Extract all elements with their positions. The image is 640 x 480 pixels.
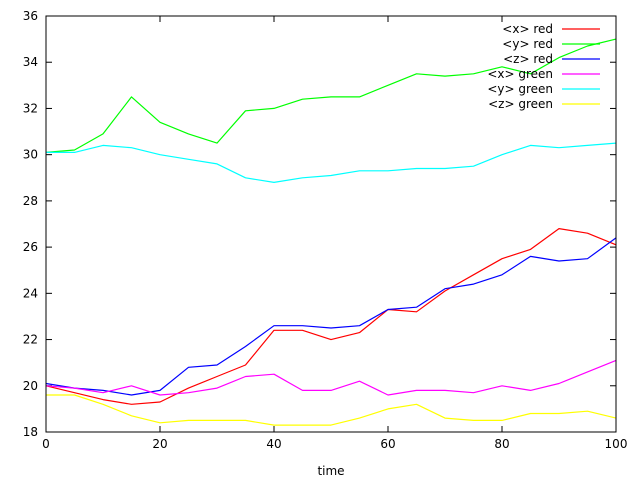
x-tick-label: 20 bbox=[152, 437, 167, 451]
y-tick-label: 30 bbox=[23, 148, 38, 162]
axis-ticks: 18 20 22 24 26 28 30 32 34 36 0 20 40 60 80 100 bbox=[23, 9, 628, 451]
legend-label-4: <y> green bbox=[487, 82, 553, 96]
series-line-2 bbox=[45, 237, 617, 396]
x-tick-label: 80 bbox=[494, 437, 509, 451]
y-tick-label: 18 bbox=[23, 425, 38, 439]
y-tick-label: 24 bbox=[23, 286, 38, 300]
legend: <x> red<y> red<z> red<x> green<y> green<… bbox=[487, 22, 600, 111]
series-lines bbox=[45, 38, 617, 426]
legend-label-1: <y> red bbox=[502, 37, 553, 51]
y-tick-label: 20 bbox=[23, 379, 38, 393]
series-line-0 bbox=[45, 228, 617, 405]
legend-label-2: <z> red bbox=[503, 52, 553, 66]
x-tick-label: 40 bbox=[266, 437, 281, 451]
series-line-4 bbox=[46, 142, 617, 183]
legend-label-3: <x> green bbox=[487, 67, 553, 81]
y-tick-label: 28 bbox=[23, 194, 38, 208]
legend-label-0: <x> red bbox=[502, 22, 553, 36]
x-tick-label: 100 bbox=[605, 437, 628, 451]
y-tick-label: 36 bbox=[23, 9, 38, 23]
legend-label-5: <z> green bbox=[488, 97, 553, 111]
series-line-1 bbox=[45, 38, 617, 153]
y-tick-label: 34 bbox=[23, 55, 38, 69]
y-tick-label: 22 bbox=[23, 333, 38, 347]
plot-frame bbox=[45, 15, 617, 433]
x-tick-label: 0 bbox=[42, 437, 50, 451]
series-line-3 bbox=[45, 359, 617, 396]
y-tick-label: 26 bbox=[23, 240, 38, 254]
series-line-5 bbox=[46, 394, 617, 426]
y-tick-label: 32 bbox=[23, 101, 38, 115]
x-tick-label: 60 bbox=[380, 437, 395, 451]
x-axis-label: time bbox=[317, 464, 344, 478]
